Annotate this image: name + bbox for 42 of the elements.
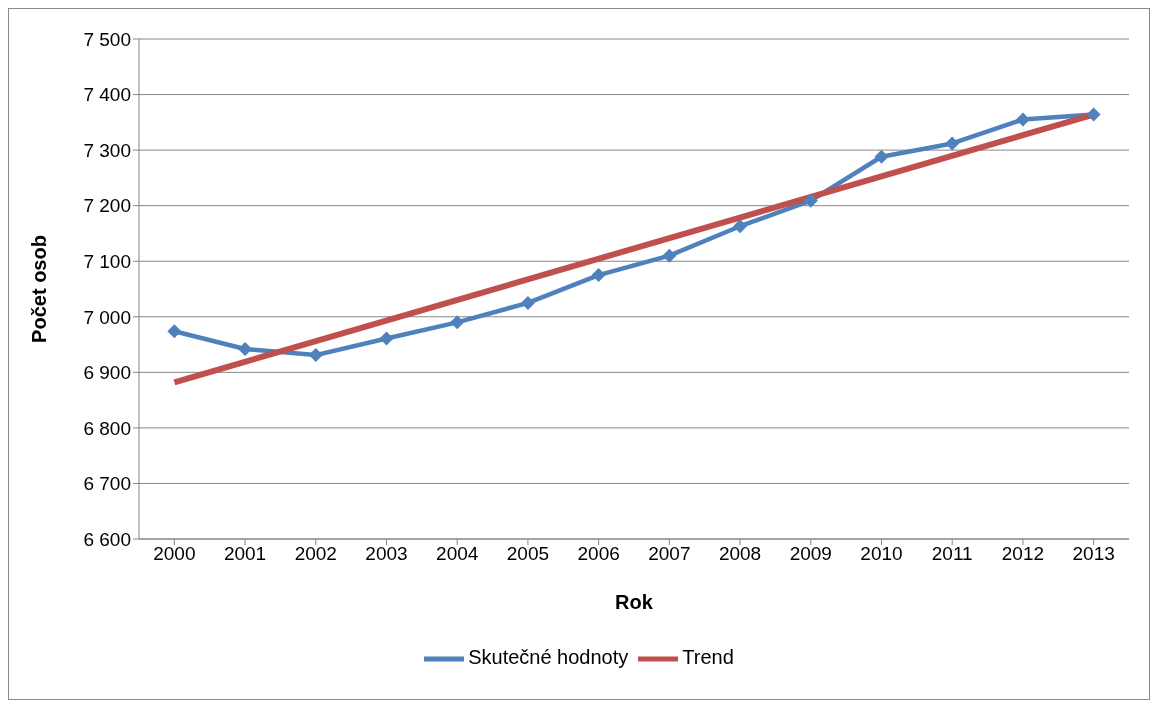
point xyxy=(308,348,323,363)
x-tick-label: 2012 xyxy=(1001,543,1045,565)
x-tick-label: 2002 xyxy=(294,543,337,565)
x-axis-title: Rok xyxy=(615,591,654,613)
point xyxy=(591,268,606,283)
legend-label: Skutečné hodnoty xyxy=(468,646,629,669)
y-tick-label: 7 300 xyxy=(83,139,131,161)
x-tick-label: 2003 xyxy=(365,543,408,565)
point xyxy=(945,136,960,151)
x-tick-label: 2008 xyxy=(718,543,762,565)
legend-label: Trend xyxy=(682,646,734,669)
x-tick-label: 2005 xyxy=(506,543,550,565)
point xyxy=(1015,112,1030,127)
x-tick-label: 2006 xyxy=(577,543,620,565)
y-tick-label: 7 200 xyxy=(83,195,131,217)
point xyxy=(379,331,394,346)
point xyxy=(167,324,182,339)
point xyxy=(520,295,535,310)
x-tick-label: 2004 xyxy=(436,543,479,565)
y-tick-label: 7 100 xyxy=(83,250,131,272)
x-tick-label: 2001 xyxy=(223,543,267,565)
y-tick-label: 6 800 xyxy=(83,417,131,439)
x-tick-label: 2013 xyxy=(1072,543,1115,565)
y-tick-label: 6 900 xyxy=(83,362,131,384)
point xyxy=(733,219,748,234)
x-tick-label: 2011 xyxy=(931,543,973,565)
y-tick-label: 7 000 xyxy=(83,306,131,328)
y-tick-label: 7 500 xyxy=(83,28,131,50)
point xyxy=(662,248,677,263)
x-tick-label: 2010 xyxy=(860,543,903,565)
y-tick-label: 7 400 xyxy=(83,84,131,106)
x-tick-label: 2007 xyxy=(648,543,691,565)
point xyxy=(803,193,818,208)
point xyxy=(874,149,889,164)
y-tick-label: 6 700 xyxy=(83,473,131,495)
point xyxy=(450,315,465,330)
x-tick-label: 2009 xyxy=(789,543,832,565)
point xyxy=(238,342,253,356)
x-tick-label: 2000 xyxy=(153,543,196,565)
point xyxy=(1086,107,1101,122)
y-tick-label: 6 600 xyxy=(83,528,131,550)
y-axis-title: Počet osob xyxy=(28,235,51,343)
